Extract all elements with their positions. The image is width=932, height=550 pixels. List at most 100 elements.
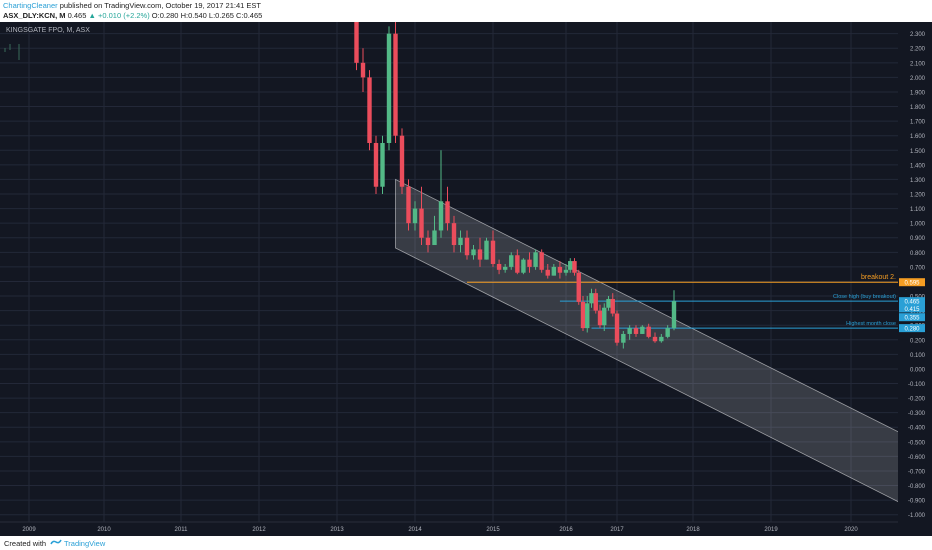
candle-body[interactable] xyxy=(515,255,520,273)
candle-body[interactable] xyxy=(502,266,508,270)
candle-body[interactable] xyxy=(597,310,603,326)
candle-body[interactable] xyxy=(640,326,645,334)
price-tag xyxy=(899,278,925,287)
y-tick-label: 0.100 xyxy=(910,353,926,359)
candle-body[interactable] xyxy=(545,269,550,276)
candle-body[interactable] xyxy=(539,252,544,270)
chart-svg[interactable]: KINGSGATE FPO, M, ASX breakout 2. Close hi… xyxy=(0,22,932,536)
candle-body[interactable] xyxy=(580,301,586,329)
y-tick-label: -0.700 xyxy=(908,469,926,475)
candle-body[interactable] xyxy=(373,142,379,187)
symbol-line: ASX_DLY:KCN, M 0.465 ▲ +0.010 (+2.2%) O:… xyxy=(3,11,262,20)
y-tick-label: 0.800 xyxy=(910,251,926,257)
candle-body[interactable] xyxy=(386,33,392,143)
x-tick-label: 2009 xyxy=(22,527,36,533)
y-tick-label: 0.000 xyxy=(910,367,926,373)
candle-body[interactable] xyxy=(496,263,502,270)
candle-body[interactable] xyxy=(425,237,431,246)
last-price: 0.465 xyxy=(67,11,87,20)
level-label: breakout 2. xyxy=(861,274,896,281)
x-tick-label: 2013 xyxy=(330,527,344,533)
candle-body[interactable] xyxy=(568,261,573,270)
candle-body[interactable] xyxy=(393,33,398,136)
price-tag-label: 0.355 xyxy=(904,316,920,322)
tradingview-brand[interactable]: TradingView xyxy=(64,539,106,548)
level-label: Close high (buy breakout) xyxy=(833,294,896,300)
candle-body[interactable] xyxy=(551,266,557,276)
candle-body[interactable] xyxy=(521,259,526,273)
publish-line: ChartingCleaner published on TradingView… xyxy=(3,1,261,10)
candle-body[interactable] xyxy=(533,252,538,267)
candle-body[interactable] xyxy=(490,240,496,264)
y-tick-label: 1.400 xyxy=(910,163,926,169)
candle-body[interactable] xyxy=(360,62,366,78)
candle-body[interactable] xyxy=(438,201,444,231)
candle-body[interactable] xyxy=(432,230,437,246)
candle-body[interactable] xyxy=(471,249,476,256)
symbol-label[interactable]: ASX_DLY:KCN, M xyxy=(3,11,66,20)
candle-body[interactable] xyxy=(627,328,632,334)
price-tag-label: 0.465 xyxy=(904,300,920,306)
price-chart[interactable]: KINGSGATE FPO, M, ASX breakout 2. Close hi… xyxy=(0,22,932,536)
candle-body[interactable] xyxy=(646,326,651,337)
candle-body[interactable] xyxy=(399,135,405,187)
candle-body[interactable] xyxy=(419,208,424,238)
x-tick-label: 2010 xyxy=(97,527,111,533)
candle-body[interactable] xyxy=(633,328,639,334)
price-tag-label: 0.595 xyxy=(904,281,920,287)
y-tick-label: 0.200 xyxy=(910,338,926,344)
x-tick-label: 2016 xyxy=(559,527,573,533)
candle-body[interactable] xyxy=(671,301,677,329)
candle-body[interactable] xyxy=(464,237,470,256)
candle-body[interactable] xyxy=(412,208,418,224)
y-tick-label: 1.200 xyxy=(910,193,926,199)
price-change: ▲ +0.010 (+2.2%) xyxy=(88,11,150,20)
candle-body[interactable] xyxy=(354,22,359,63)
y-tick-label: 1.700 xyxy=(910,120,926,126)
candle-body[interactable] xyxy=(406,186,411,224)
y-tick-label: 0.700 xyxy=(910,265,926,271)
candle-body[interactable] xyxy=(445,201,450,224)
candle-body[interactable] xyxy=(576,272,581,302)
candle-body[interactable] xyxy=(572,261,577,273)
candle-body[interactable] xyxy=(484,240,489,260)
candle-body[interactable] xyxy=(585,303,590,329)
candle-body[interactable] xyxy=(563,269,569,273)
candle-body[interactable] xyxy=(606,298,611,308)
y-tick-label: 2.300 xyxy=(910,32,926,38)
candle-body[interactable] xyxy=(477,249,483,260)
candle-body[interactable] xyxy=(602,307,607,326)
descending-channel[interactable] xyxy=(395,178,910,509)
candle-body[interactable] xyxy=(589,293,594,304)
candle-body[interactable] xyxy=(451,223,457,246)
x-tick-label: 2011 xyxy=(175,527,189,533)
y-tick-label: 1.600 xyxy=(910,134,926,140)
price-tag-label: 0.280 xyxy=(904,327,920,333)
ohlc-values: O:0.280 H:0.540 L:0.265 C:0.465 xyxy=(151,11,263,20)
y-tick-label: -0.100 xyxy=(908,382,926,388)
candle-body[interactable] xyxy=(593,293,598,311)
candle-body[interactable] xyxy=(621,333,626,343)
y-tick-label: -0.900 xyxy=(908,499,926,505)
level-label: Highest month close xyxy=(846,321,896,327)
candle-body[interactable] xyxy=(659,336,664,342)
candle-body[interactable] xyxy=(665,328,670,337)
price-tag xyxy=(899,313,925,322)
candle-body[interactable] xyxy=(367,77,372,143)
x-tick-label: 2015 xyxy=(486,527,500,533)
price-tag xyxy=(899,297,925,306)
candle-body[interactable] xyxy=(610,298,615,314)
y-tick-label: 2.000 xyxy=(910,76,926,82)
author-link[interactable]: ChartingCleaner xyxy=(3,1,58,10)
candle-body[interactable] xyxy=(652,336,658,342)
time-axis[interactable]: 2009 2010 2011 2012 2013 2014 2015 2016 2017 2018… xyxy=(0,521,898,533)
price-axis[interactable]: 2.300 2.200 2.100 2.000 1.900 1.800 1.700 1.600… xyxy=(898,22,932,536)
candle-body[interactable] xyxy=(458,237,463,246)
footer: Created with TradingView xyxy=(0,536,932,550)
y-tick-label: 1.000 xyxy=(910,222,926,228)
candle-body[interactable] xyxy=(527,259,532,267)
candle-body[interactable] xyxy=(614,313,620,343)
candle-body[interactable] xyxy=(380,142,385,187)
candle-body[interactable] xyxy=(557,266,563,273)
candle-body[interactable] xyxy=(509,255,514,267)
